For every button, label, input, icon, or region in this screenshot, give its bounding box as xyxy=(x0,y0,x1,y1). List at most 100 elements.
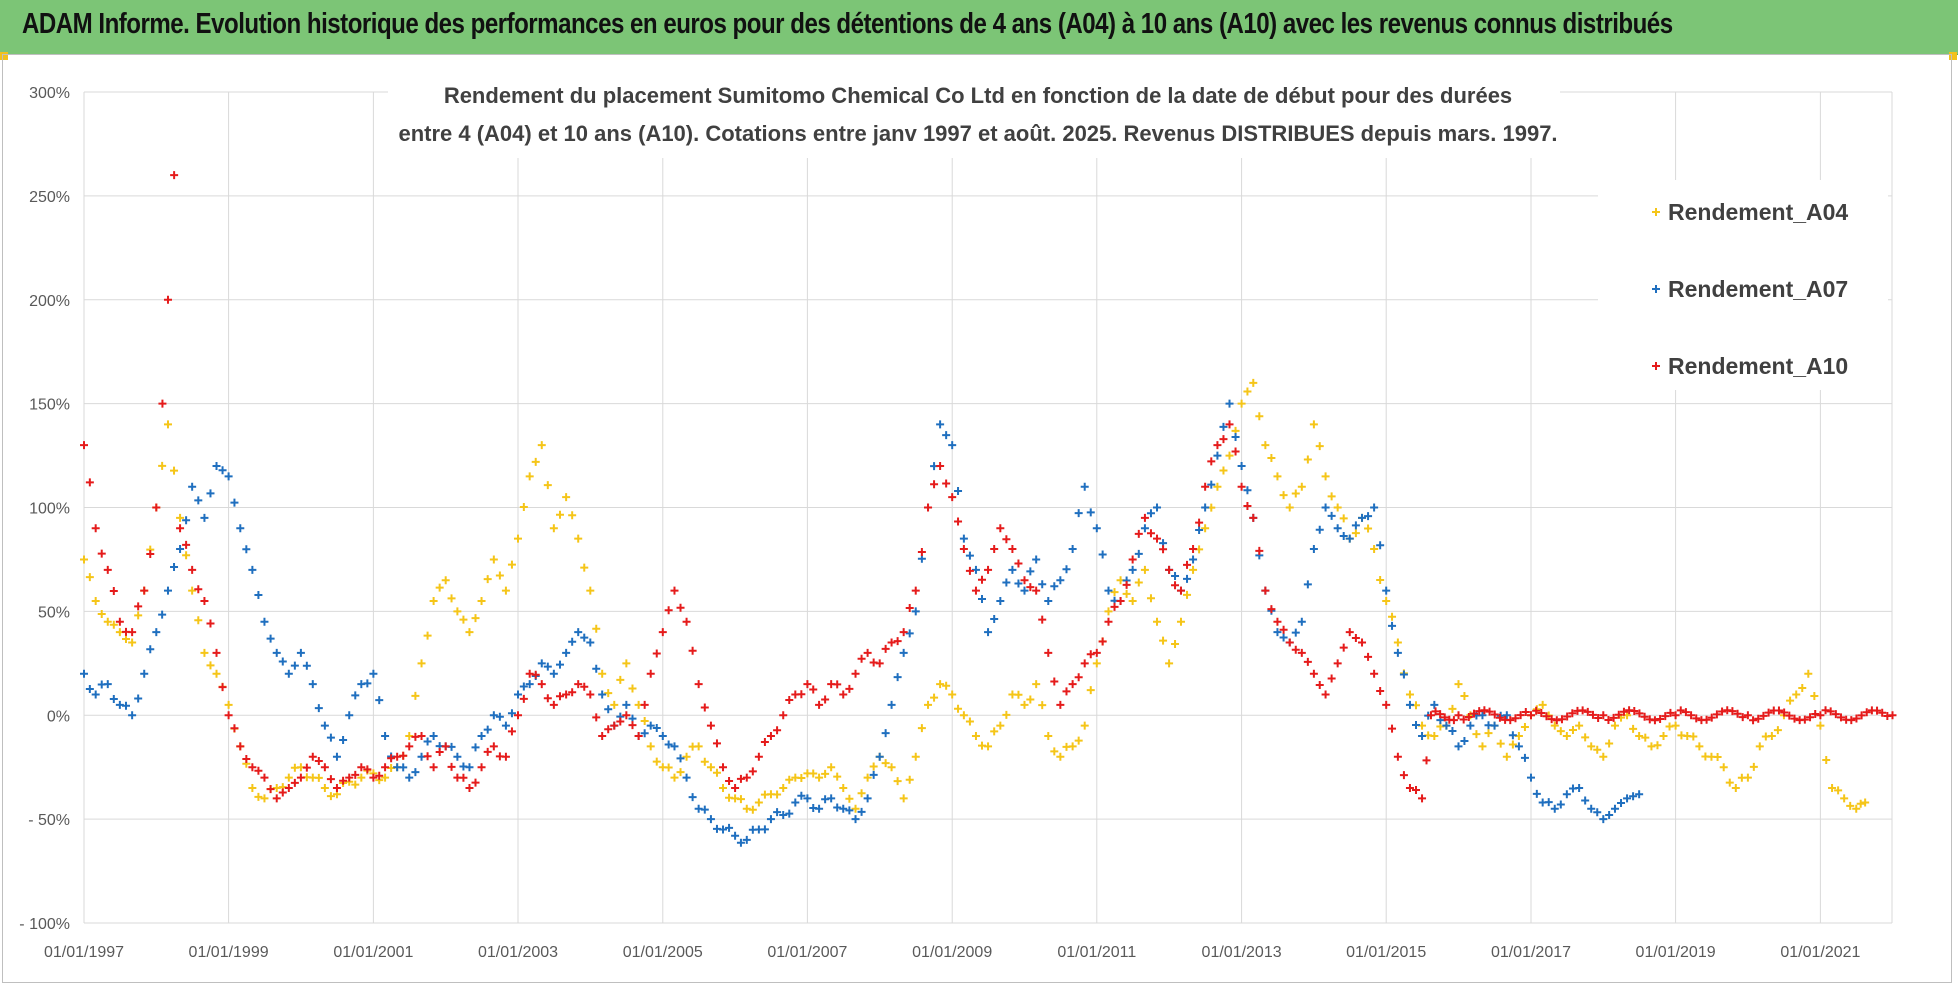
data-point xyxy=(1026,695,1035,704)
data-point xyxy=(1382,700,1391,709)
data-point xyxy=(1652,362,1660,370)
data-point xyxy=(1480,706,1489,715)
data-point xyxy=(917,724,926,733)
data-point xyxy=(664,606,673,615)
data-point xyxy=(284,669,293,678)
x-axis-ticks: 01/01/1997 01/01/1999 01/01/2001 01/01/2003… xyxy=(44,944,1861,961)
data-point xyxy=(85,573,94,582)
data-point xyxy=(278,657,287,666)
data-point xyxy=(574,628,583,637)
data-point xyxy=(1285,503,1294,512)
data-point xyxy=(1315,442,1324,451)
data-point xyxy=(827,794,836,803)
data-point xyxy=(1014,559,1023,568)
data-point xyxy=(1514,742,1523,751)
data-point xyxy=(887,638,896,647)
data-point xyxy=(676,768,685,777)
data-point xyxy=(1207,480,1216,489)
data-point xyxy=(1630,706,1639,715)
data-point xyxy=(1798,684,1807,693)
data-point xyxy=(610,700,619,709)
data-point xyxy=(1315,681,1324,690)
data-point xyxy=(1219,435,1228,444)
data-point xyxy=(1273,628,1282,637)
data-point xyxy=(640,716,649,725)
data-point xyxy=(1309,545,1318,554)
legend-background xyxy=(1598,180,1888,390)
data-point xyxy=(773,790,782,799)
data-point xyxy=(1364,652,1373,661)
data-point xyxy=(1542,712,1551,721)
data-point xyxy=(411,691,420,700)
data-point xyxy=(574,680,583,689)
data-point xyxy=(345,773,354,782)
data-point xyxy=(809,685,818,694)
data-point xyxy=(176,513,185,522)
data-point xyxy=(1080,482,1089,491)
data-point xyxy=(182,540,191,549)
data-point xyxy=(1405,700,1414,709)
data-point xyxy=(1508,731,1517,740)
data-point xyxy=(1399,771,1408,780)
report-banner-title: ADAM Informe. Evolution historique des p… xyxy=(22,8,1673,40)
data-point xyxy=(1506,716,1515,725)
data-point xyxy=(1728,707,1737,716)
data-point xyxy=(1676,706,1685,715)
data-point xyxy=(1225,420,1234,429)
data-point xyxy=(1454,680,1463,689)
chart-title-line2: entre 4 (A04) et 10 ans (A10). Cotations… xyxy=(398,121,1557,146)
data-point xyxy=(1671,711,1680,720)
data-point xyxy=(736,838,745,847)
data-point xyxy=(1478,711,1487,720)
data-point xyxy=(1092,659,1101,668)
data-point xyxy=(1213,441,1222,450)
data-point xyxy=(1333,659,1342,668)
data-point xyxy=(875,752,884,761)
data-point xyxy=(1032,555,1041,564)
data-point xyxy=(1511,714,1520,723)
data-point xyxy=(1422,756,1431,765)
data-point xyxy=(1617,798,1626,807)
data-point xyxy=(543,694,552,703)
data-point xyxy=(959,711,968,720)
y-tick-label: 50% xyxy=(38,604,70,621)
data-point xyxy=(1020,586,1029,595)
data-point xyxy=(863,773,872,782)
data-point xyxy=(628,721,637,730)
data-point xyxy=(260,794,269,803)
data-point xyxy=(948,690,957,699)
data-point xyxy=(429,596,438,605)
data-point xyxy=(1110,588,1119,597)
data-point xyxy=(1712,710,1721,719)
data-point xyxy=(1508,740,1517,749)
data-point xyxy=(1652,285,1660,293)
data-point xyxy=(1393,638,1402,647)
data-point xyxy=(1176,617,1185,626)
data-point xyxy=(1418,732,1427,741)
data-point xyxy=(574,534,583,543)
data-point xyxy=(1243,502,1252,511)
data-point xyxy=(706,763,715,772)
data-point xyxy=(634,732,643,741)
data-point xyxy=(1044,596,1053,605)
data-point xyxy=(411,768,420,777)
data-point xyxy=(568,688,577,697)
data-point xyxy=(1430,732,1439,741)
data-point xyxy=(339,735,348,744)
data-point xyxy=(423,752,432,761)
data-point xyxy=(1774,706,1783,715)
data-point xyxy=(1836,713,1845,722)
data-point xyxy=(507,709,516,718)
data-point xyxy=(1050,582,1059,591)
data-point xyxy=(489,555,498,564)
report-banner: ADAM Informe. Evolution historique des p… xyxy=(0,0,1958,55)
data-point xyxy=(863,648,872,657)
data-point xyxy=(719,825,728,834)
data-point xyxy=(592,624,601,633)
data-point xyxy=(1681,708,1690,717)
data-point xyxy=(1780,708,1789,717)
data-point xyxy=(170,466,179,475)
data-point xyxy=(936,420,945,429)
data-point xyxy=(1749,716,1758,725)
data-point xyxy=(1146,529,1155,538)
